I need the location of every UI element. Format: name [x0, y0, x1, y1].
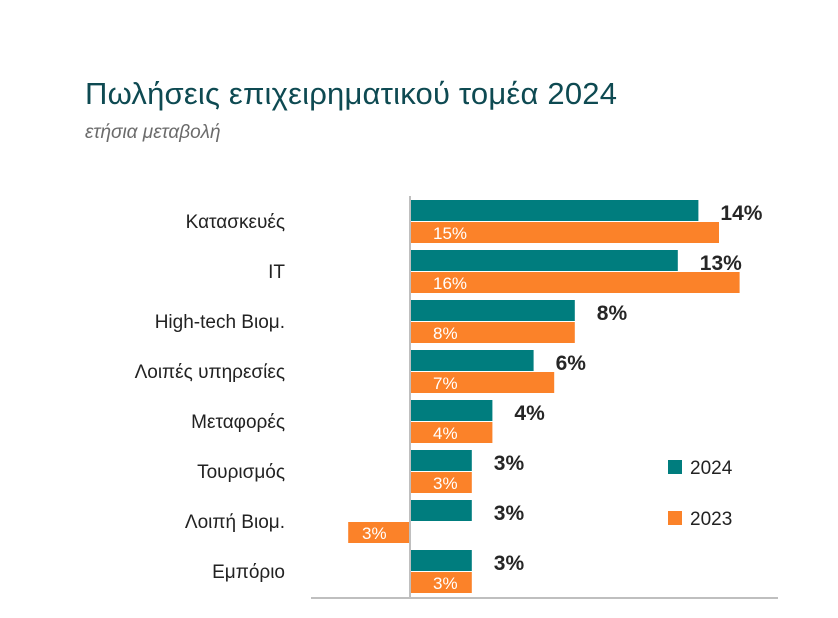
data-label-2024: 3%	[494, 452, 525, 475]
data-label-2023: 3%	[433, 574, 458, 593]
bar-2023	[410, 422, 493, 443]
category-label: Λοιπές υπηρεσίες	[135, 362, 285, 383]
bar-2023	[410, 372, 555, 393]
bar-2024	[410, 200, 699, 221]
category-label: Τουρισμός	[197, 462, 285, 483]
bar-2024	[410, 250, 678, 271]
bars-layer	[348, 200, 740, 593]
category-label: Κατασκευές	[186, 212, 285, 233]
data-label-2023: 3%	[362, 524, 387, 543]
data-label-2023: 16%	[433, 274, 467, 293]
chart-title: Πωλήσεις επιχειρηματικού τομέα 2024	[85, 76, 618, 111]
data-label-2024: 8%	[597, 302, 628, 325]
data-label-2023: 15%	[433, 224, 467, 243]
bar-2023	[348, 522, 410, 543]
data-label-2023: 8%	[433, 324, 458, 343]
category-label: IT	[268, 262, 285, 283]
bar-2024	[410, 400, 493, 421]
legend-label-2023: 2023	[690, 509, 732, 530]
bar-2024	[410, 450, 472, 471]
category-label: Λοιπή Βιομ.	[185, 512, 285, 533]
data-label-2023: 3%	[433, 474, 458, 493]
legend-swatch-2024	[668, 460, 682, 474]
data-label-2024: 14%	[720, 202, 762, 225]
category-label: Μεταφορές	[191, 412, 285, 433]
bar-2024	[410, 350, 534, 371]
legend-swatch-2023	[668, 511, 682, 525]
data-label-2023: 7%	[433, 374, 458, 393]
labels-layer: Κατασκευές 14% 15% IT 13% 16% High-tech Βιομ. 8…	[135, 202, 763, 593]
bar-2024	[410, 550, 472, 571]
data-label-2023: 4%	[433, 424, 458, 443]
category-label: Εμπόριο	[212, 562, 285, 583]
data-label-2024: 6%	[556, 352, 587, 375]
bar-2023	[410, 272, 740, 293]
bar-2024	[410, 500, 472, 521]
bar-2023	[410, 322, 575, 343]
legend: 2024 2023	[668, 458, 733, 530]
data-label-2024: 3%	[494, 552, 525, 575]
chart-subtitle: ετήσια μεταβολή	[85, 122, 221, 143]
data-label-2024: 3%	[494, 502, 525, 525]
bar-2023	[410, 572, 472, 593]
data-label-2024: 13%	[700, 252, 742, 275]
data-label-2024: 4%	[514, 402, 545, 425]
category-label: High-tech Βιομ.	[155, 312, 285, 333]
bar-2023	[410, 222, 719, 243]
bar-2023	[410, 472, 472, 493]
legend-label-2024: 2024	[690, 458, 733, 479]
bar-2024	[410, 300, 575, 321]
